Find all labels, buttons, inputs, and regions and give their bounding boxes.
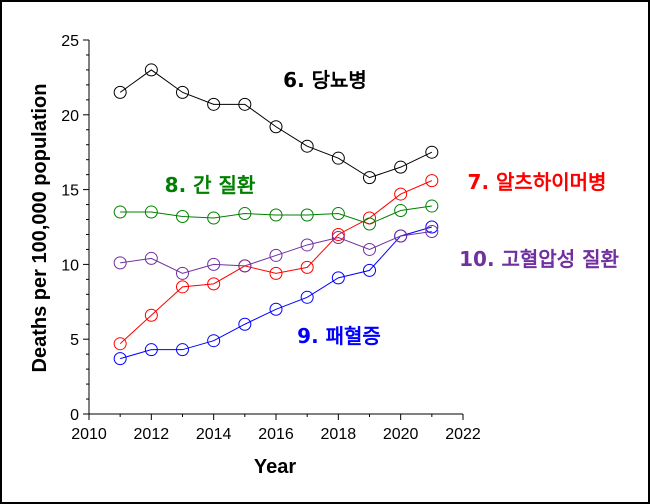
data-point: [331, 151, 345, 165]
data-point: [238, 317, 252, 331]
data-point: [207, 97, 221, 111]
data-point: [269, 302, 283, 316]
data-point: [144, 343, 158, 357]
data-point: [363, 171, 376, 185]
series-label-sepsis: 9. 패혈증: [297, 324, 381, 348]
data-point: [300, 238, 314, 252]
data-point: [300, 208, 314, 222]
data-point: [144, 63, 158, 77]
data-point: [394, 187, 408, 201]
data-point: [394, 160, 408, 174]
data-point: [425, 224, 439, 238]
data-point: [176, 85, 189, 99]
y-tick-label: 20: [61, 108, 79, 125]
series-line: [120, 205, 432, 225]
y-axis-title: Deaths per 100,000 population: [29, 84, 51, 373]
y-tick-label: 15: [61, 183, 79, 200]
data-point: [425, 174, 439, 188]
data-point: [269, 208, 283, 222]
data-point: [238, 97, 252, 111]
axes: [88, 40, 463, 415]
data-point: [144, 308, 158, 322]
data-point: [425, 199, 439, 213]
x-tick-label: 2016: [258, 426, 294, 443]
data-point: [144, 251, 158, 265]
data-point: [207, 277, 221, 291]
series-label-liver-disease: 8. 간 질환: [165, 173, 256, 197]
data-point: [176, 266, 189, 280]
series-label-hypertensive-disease: 10. 고혈압성 질환: [459, 247, 619, 271]
series-line: [119, 180, 433, 345]
tick-marks: [83, 39, 464, 420]
data-point: [113, 337, 127, 351]
x-tick-label: 2020: [383, 426, 419, 443]
data-point: [269, 248, 283, 262]
data-point: [207, 211, 221, 225]
data-point: [425, 220, 439, 234]
data-point: [238, 207, 252, 221]
y-tick-label: 10: [61, 257, 79, 274]
data-point: [300, 260, 314, 274]
data-point: [113, 85, 127, 99]
series-lines: [119, 69, 433, 360]
data-point: [425, 145, 439, 159]
data-point: [331, 230, 345, 244]
tick-labels: 0 5 10 15 20 25 2010 2012 2014 2016 2018 2020 2022: [61, 33, 481, 443]
data-point: [331, 207, 345, 221]
x-tick-label: 2010: [71, 426, 107, 443]
data-point: [144, 205, 158, 219]
y-tick-label: 5: [70, 332, 79, 349]
data-point: [113, 256, 127, 270]
data-point: [113, 352, 127, 366]
data-point: [207, 334, 221, 348]
x-axis-title: Year: [254, 456, 296, 478]
series-label-alzheimers: 7. 알츠하이머병: [468, 170, 607, 194]
series-points: [113, 63, 439, 366]
data-point: [269, 120, 283, 134]
series-line: [119, 69, 433, 179]
series-label-diabetes: 6. 당뇨병: [283, 68, 367, 92]
y-tick-label: 0: [70, 407, 79, 424]
data-point: [300, 290, 314, 304]
x-tick-label: 2014: [196, 426, 232, 443]
series-line: [120, 230, 432, 274]
x-tick-label: 2018: [321, 426, 357, 443]
data-point: [176, 343, 189, 357]
y-tick-label: 25: [61, 33, 79, 50]
data-point: [113, 205, 127, 219]
data-point: [331, 227, 345, 241]
data-point: [363, 211, 376, 225]
series-line: [120, 226, 432, 360]
x-tick-label: 2022: [445, 426, 481, 443]
data-point: [207, 257, 221, 271]
data-point: [269, 266, 283, 280]
data-point: [363, 217, 376, 231]
data-point: [363, 263, 376, 277]
data-point: [394, 204, 408, 218]
data-point: [238, 259, 252, 273]
data-point: [363, 242, 376, 256]
data-point: [331, 271, 345, 285]
x-tick-label: 2012: [134, 426, 170, 443]
data-point: [176, 210, 189, 224]
data-point: [176, 280, 189, 294]
data-point: [394, 229, 408, 243]
data-point: [300, 139, 314, 153]
